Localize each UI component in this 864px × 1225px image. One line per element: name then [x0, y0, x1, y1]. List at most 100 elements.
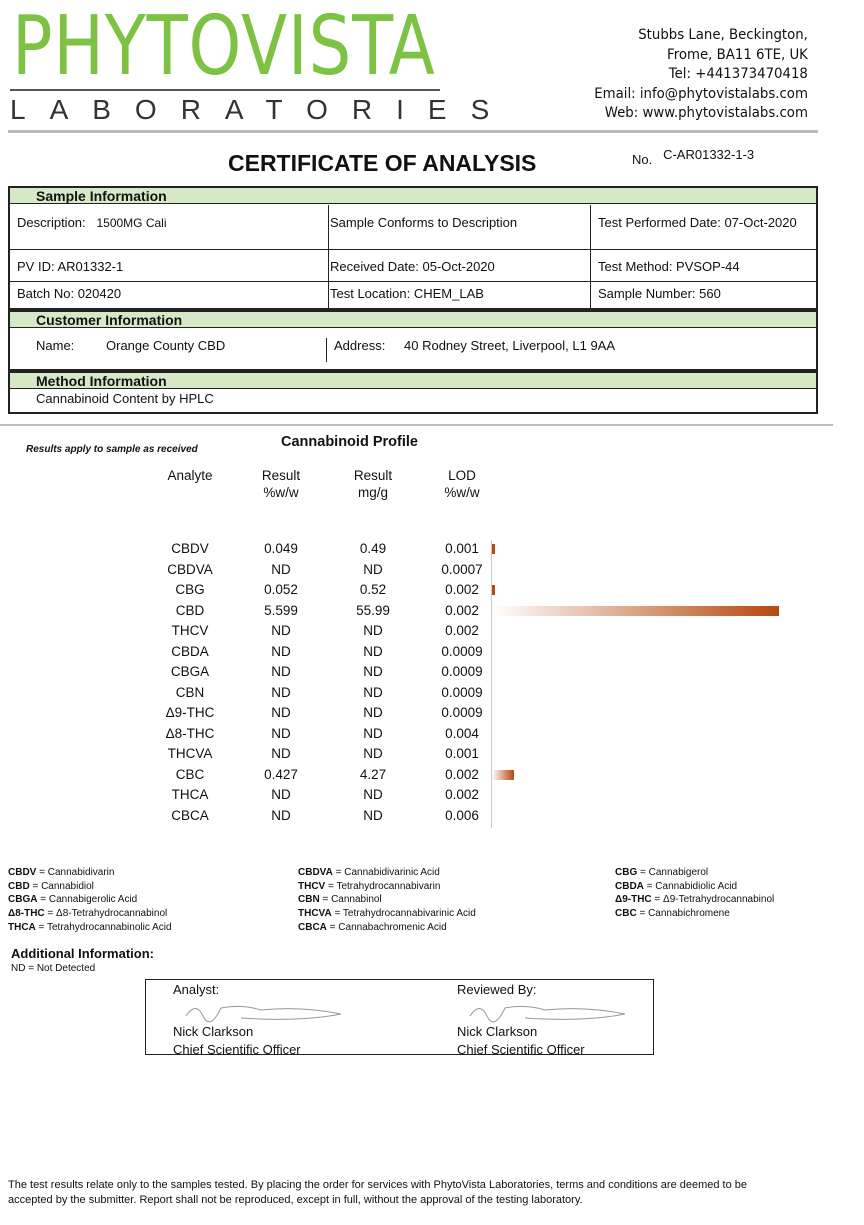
legend-full: Cannabidivarin [47, 867, 115, 878]
legend-full: Cannabigerol [648, 867, 709, 878]
result-cell: ND [363, 684, 383, 700]
legend-full: Δ8-Tetrahydrocannabinol [56, 908, 168, 920]
result-cell: ND [271, 807, 291, 823]
legend-full: Tetrahydrocannabinolic Acid [47, 921, 172, 933]
address-line: Web: www.phytovistalabs.com [604, 105, 808, 121]
legend-full: Cannabidiol [41, 880, 94, 892]
result-cell: 0.002 [445, 766, 479, 782]
results-note: Results apply to sample as received [26, 444, 198, 455]
result-cell: ND [271, 623, 291, 638]
legend-abbr: Δ8-THC [8, 908, 45, 920]
result-cell: ND [363, 561, 383, 577]
column-header: Result mg/g [353, 468, 393, 500]
analyst-name: Nick Clarkson [173, 1024, 254, 1039]
legend-entry: THCV = Tetrahydrocannabivarin [298, 880, 441, 892]
logo-divider [10, 89, 440, 91]
legend-abbr: THCVA [298, 908, 332, 920]
certificate-number: No. C-AR01332-1-3 [632, 147, 754, 167]
result-cell: ND [363, 746, 383, 761]
header-divider [8, 130, 818, 133]
legend-full: Cannabinol [331, 894, 382, 906]
analyte-name: CBCA [171, 807, 209, 823]
result-cell: 0.427 [264, 766, 298, 782]
legend-entry: CBD = Cannabidiol [8, 880, 94, 892]
legend-full: Cannabigerolic Acid [48, 894, 138, 906]
result-cell: ND [271, 561, 291, 577]
result-cell: ND [363, 705, 383, 720]
analyte-name: THCA [171, 787, 209, 802]
legend-entry: THCA = Tetrahydrocannabinolic Acid [8, 921, 172, 933]
legend-abbr: CBDVA [298, 867, 333, 878]
customer-name: Orange County CBD [106, 338, 226, 353]
legend-column: CBDV = Cannabidivarin CBD = Cannabidiol CB… [8, 866, 172, 935]
method-value: Cannabinoid Content by HPLC [36, 391, 214, 406]
legend-abbr: THCV [298, 880, 326, 892]
no-value: C-AR01332-1-3 [663, 147, 755, 162]
result-bar [492, 605, 780, 616]
section-heading: Sample Information [10, 188, 816, 204]
analyte-name: CBGA [170, 664, 210, 679]
no-label: No. [632, 152, 653, 167]
result-cell: 4.27 [359, 766, 387, 782]
legend-entry: CBN = Cannabinol [298, 894, 382, 906]
result-bar [492, 544, 495, 554]
result-cell: ND [363, 623, 383, 638]
analyte-name: CBN [175, 684, 205, 700]
reviewer-name: Nick Clarkson [457, 1024, 538, 1039]
analyte-name: CBDA [171, 643, 209, 659]
conforms-text: Sample Conforms to Description [330, 215, 518, 230]
legend-abbr: CBCA [298, 921, 327, 933]
page-title: CERTIFICATE OF ANALYSIS [228, 150, 537, 176]
result-cell: 0.002 [445, 623, 479, 638]
description-value: 1500MG Cali [96, 216, 167, 230]
result-cell: ND [271, 664, 291, 679]
legend-entry: Δ8-THC = Δ8-Tetrahydrocannabinol [8, 908, 168, 920]
analyst-label: Analyst: [173, 982, 220, 997]
result-cell: 0.002 [445, 582, 479, 597]
analyte-name: Δ9-THC [165, 705, 215, 720]
footer-disclaimer: The test results relate only to the samp… [8, 1179, 748, 1206]
result-cell: ND [363, 807, 383, 823]
customer-address-label: Address: [334, 338, 386, 353]
result-cell: 0.0009 [441, 705, 483, 720]
analyte-name: THCVA [167, 746, 213, 761]
legend-entry: Δ9-THC = Δ9-Tetrahydrocannabinol [615, 894, 775, 906]
legend-entry: CBCA = Cannabachromenic Acid [298, 921, 447, 933]
legend-abbr: CBD [8, 880, 30, 892]
result-cell: 0.006 [445, 807, 479, 823]
legend-full: Cannabachromenic Acid [338, 921, 447, 933]
customer-name-label: Name: [36, 338, 75, 353]
reviewer-title: Chief Scientific Officer [457, 1042, 585, 1055]
result-cell: 5.599 [264, 602, 298, 618]
pv-id: PV ID: AR01332-1 [17, 259, 124, 274]
result-cell: 0.002 [445, 602, 479, 618]
address-line: Tel: +441373470418 [668, 66, 808, 82]
column-header: LOD %w/w [444, 468, 480, 500]
additional-heading: Additional Information: [11, 946, 154, 961]
result-cell: ND [363, 664, 383, 679]
result-cell: ND [363, 725, 383, 741]
analyst-signature [185, 1005, 342, 1023]
legend-abbr: Δ9-THC [615, 894, 652, 906]
legend-abbr: THCA [8, 921, 36, 933]
legend-full: Tetrahydrocannabivarin [336, 880, 441, 892]
signature-box: Analyst: Nick Clarkson Chief Scientific … [145, 979, 654, 1055]
logo-wordmark: PHYTOVISTA [12, 0, 436, 94]
result-cell: 0.001 [445, 746, 479, 761]
additional-value: ND = Not Detected [11, 963, 96, 974]
result-cell: 0.004 [445, 725, 479, 741]
legend-full: Δ9-Tetrahydrocannabinol [663, 894, 775, 906]
result-cell: 0.001 [445, 541, 479, 556]
legend-abbr: CBN [298, 894, 320, 906]
legend-abbr: CBG [615, 867, 638, 878]
result-cell: ND [271, 684, 291, 700]
legend-entry: CBC = Cannabichromene [615, 908, 730, 920]
legend-abbr: CBDA [615, 880, 644, 892]
sample-information: Sample Information Description: 1500MG C… [8, 186, 818, 310]
received-date: Received Date: 05-Oct-2020 [330, 259, 495, 274]
results-heading: Cannabinoid Profile [281, 434, 418, 450]
result-cell: 55.99 [356, 602, 390, 618]
result-cell: ND [363, 787, 383, 802]
result-cell: 0.002 [445, 787, 479, 802]
result-bar [492, 769, 514, 780]
